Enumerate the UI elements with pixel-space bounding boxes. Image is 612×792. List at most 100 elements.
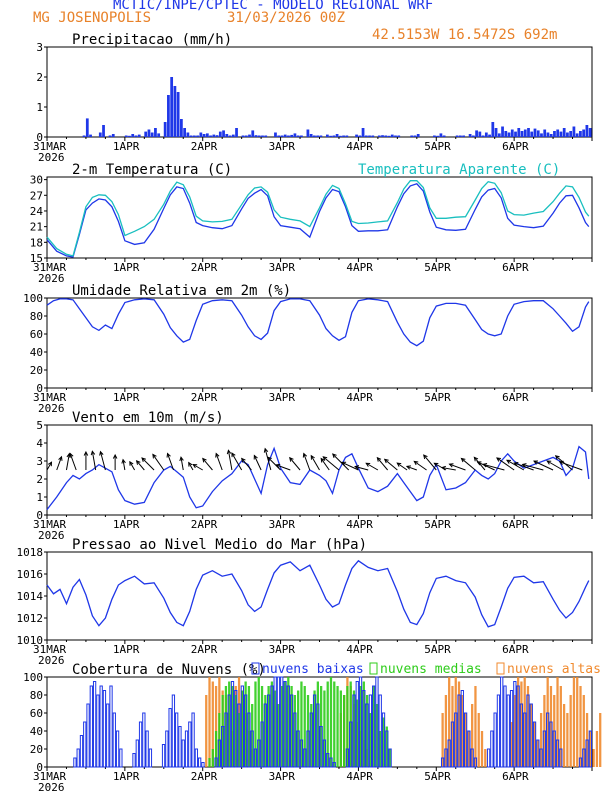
precip-bar bbox=[416, 134, 420, 137]
wind-arrow-head bbox=[141, 457, 146, 462]
precip-bar bbox=[163, 122, 167, 137]
precip-bar bbox=[131, 134, 135, 137]
wind-arrow-shaft bbox=[546, 460, 564, 471]
clouds-xtick-label: 6APR bbox=[502, 770, 529, 783]
temp-frame bbox=[46, 176, 593, 259]
wind-arrow-head bbox=[533, 460, 539, 465]
cloud-bar-green bbox=[356, 699, 359, 767]
cloud-bar-blue bbox=[549, 721, 553, 768]
cloud-bar-green bbox=[234, 695, 237, 767]
temp-series-cyan bbox=[46, 180, 590, 257]
cloud-bar-blue bbox=[519, 703, 524, 768]
wind-arrow-shaft bbox=[320, 458, 330, 471]
precip-bar bbox=[439, 133, 443, 137]
cloud-bar-orange bbox=[579, 686, 582, 767]
clouds-xtick-label: 31MAR bbox=[33, 770, 66, 783]
temp-ytick-label: 27 bbox=[30, 189, 43, 202]
wind-arrow bbox=[135, 459, 145, 471]
rh-xtick-label: 5APR bbox=[424, 391, 451, 404]
cloud-bar-blue bbox=[142, 712, 146, 768]
cloud-bar-green bbox=[362, 681, 365, 767]
precip-bar bbox=[150, 132, 154, 137]
wind-arrow-head bbox=[383, 458, 389, 464]
precip-bar bbox=[335, 134, 339, 137]
cloud-bar-blue bbox=[309, 712, 313, 768]
precip-bar bbox=[248, 134, 251, 137]
cloud-bar-blue bbox=[79, 735, 84, 768]
rh-xtick-label: 3APR bbox=[269, 391, 296, 404]
wind-arrow-head bbox=[521, 463, 527, 468]
wind-arrow-head bbox=[275, 463, 281, 469]
wind-arrow bbox=[365, 462, 379, 471]
cloud-bar-blue bbox=[184, 730, 189, 768]
wind-arrow-head bbox=[166, 452, 171, 458]
wind-arrow-shaft bbox=[231, 452, 243, 471]
cloud-bar-orange bbox=[208, 677, 211, 767]
precip-bar bbox=[215, 135, 219, 137]
precip-bar bbox=[377, 135, 381, 137]
precip-bar bbox=[390, 134, 394, 137]
cloud-bar-blue bbox=[588, 730, 592, 768]
precip-bar bbox=[413, 135, 417, 137]
precip-bar bbox=[355, 134, 358, 137]
temp-xtick-label: 4APR bbox=[346, 261, 373, 274]
wind-arrow-head bbox=[58, 455, 63, 461]
slp-ytick-label: 1016 bbox=[17, 568, 44, 581]
legend-label-orange: nuvens altas bbox=[507, 662, 601, 677]
cloud-bar-blue bbox=[293, 712, 297, 768]
cloud-bar-green bbox=[264, 695, 267, 767]
wind-arrow bbox=[99, 450, 106, 471]
clouds-xtick-label: 3APR bbox=[269, 770, 296, 783]
cloud-bar-orange bbox=[211, 681, 214, 767]
precip-bar bbox=[494, 128, 498, 137]
wind-arrow-head bbox=[440, 465, 446, 471]
cloud-bar-blue bbox=[490, 730, 494, 768]
precip-xtick-label: 1APR bbox=[113, 140, 140, 153]
cloud-bar-blue bbox=[198, 757, 202, 768]
wind-arrow-head bbox=[83, 450, 89, 456]
cloud-bar-green bbox=[326, 681, 329, 767]
cloud-bar-blue bbox=[312, 694, 317, 768]
cloud-bar-green bbox=[221, 695, 224, 767]
cloud-bar-blue bbox=[191, 712, 195, 768]
precip-bar bbox=[202, 134, 206, 137]
wind-arrow-shaft bbox=[253, 455, 262, 471]
cloud-bar-orange bbox=[523, 677, 526, 767]
cloud-bar-green bbox=[257, 677, 260, 767]
cloud-bar-blue bbox=[539, 748, 543, 768]
cloud-bar-blue bbox=[585, 739, 589, 768]
cloud-bar-blue bbox=[444, 748, 448, 768]
precip-bar bbox=[543, 129, 547, 137]
cloud-bar-green bbox=[333, 681, 336, 767]
cloud-bar-orange bbox=[530, 704, 533, 767]
legend-swatch-green bbox=[369, 662, 378, 675]
slp-frame bbox=[46, 551, 593, 641]
cloud-bar-orange bbox=[444, 695, 448, 767]
wind-arrow bbox=[275, 463, 291, 471]
wind-arrow-head bbox=[90, 450, 96, 456]
cloud-bar-orange bbox=[599, 713, 602, 767]
panel-rh: 0 20 40 60 80 100 31MAR 1APR 2APR 3APR 4APR 5APR 6AP… bbox=[23, 283, 593, 415]
precip-bar bbox=[124, 135, 128, 137]
clouds-xtick-label: 2APR bbox=[191, 770, 218, 783]
temp-xtick-label: 31MAR bbox=[33, 261, 66, 274]
wind-arrow-head bbox=[47, 461, 53, 467]
precip-bar bbox=[520, 131, 524, 137]
cloud-bar-green bbox=[303, 686, 306, 767]
slp-xtick-label: 6APR bbox=[502, 643, 529, 656]
cloud-bar-orange bbox=[533, 722, 536, 767]
precip-bar bbox=[98, 132, 102, 137]
precip-bar bbox=[364, 135, 368, 137]
precip-bar bbox=[387, 135, 391, 137]
cloud-bar-blue bbox=[526, 694, 530, 768]
precip-bar bbox=[475, 130, 478, 137]
cloud-bar-blue bbox=[372, 685, 376, 768]
wind-arrow-shaft bbox=[188, 462, 194, 471]
cloud-bar-green bbox=[228, 681, 231, 767]
cloud-bar-blue bbox=[283, 681, 287, 768]
precip-bar bbox=[442, 135, 446, 137]
precip-bar bbox=[157, 133, 161, 137]
wind-arrow-head bbox=[188, 461, 193, 467]
cloud-bar-orange bbox=[467, 731, 471, 767]
precip-bar bbox=[293, 133, 297, 137]
